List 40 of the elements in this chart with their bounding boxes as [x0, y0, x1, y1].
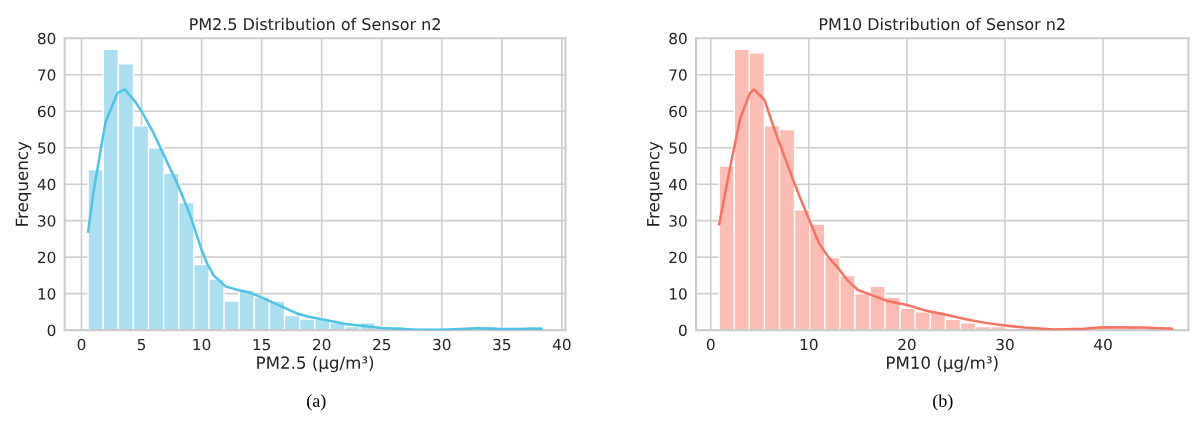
- x-tick-label: 30: [996, 338, 1014, 351]
- x-tick-label: 35: [493, 338, 511, 351]
- x-tick-label: 20: [313, 338, 331, 351]
- y-tick-label: 60: [669, 105, 687, 118]
- y-tick-label: 80: [37, 32, 56, 45]
- y-tick-label: 80: [669, 32, 687, 45]
- x-axis-title: PM2.5 (µg/m³): [257, 356, 374, 373]
- y-axis-title: Frequency: [15, 141, 32, 226]
- x-tick-label: 10: [193, 338, 211, 351]
- y-tick-label: 0: [678, 324, 687, 337]
- y-tick-label: 0: [47, 324, 56, 337]
- x-tick-label: 40: [552, 338, 571, 351]
- text: (b): [933, 394, 953, 411]
- y-tick-label: 20: [38, 251, 56, 264]
- x-tick-label: 10: [800, 338, 818, 351]
- y-axis-title: Frequency: [647, 141, 663, 226]
- y-tick-label: 30: [38, 215, 56, 227]
- x-tick-label: 40: [1094, 338, 1112, 351]
- y-tick-label: 40: [669, 178, 687, 191]
- y-tick-label: 10: [669, 288, 687, 300]
- text: (a): [307, 394, 326, 411]
- y-tick-label: 50: [38, 142, 56, 154]
- y-tick-label: 60: [37, 105, 56, 118]
- x-tick-label: 15: [253, 338, 271, 351]
- x-axis-title: PM10 (µg/m³): [887, 356, 998, 373]
- y-tick-label: 30: [669, 215, 687, 227]
- y-tick-label: 20: [669, 251, 687, 264]
- chart-title: PM2.5 Distribution of Sensor n2: [190, 17, 440, 31]
- y-tick-label: 70: [38, 69, 56, 81]
- x-tick-label: 0: [706, 338, 715, 351]
- y-tick-label: 50: [669, 142, 687, 154]
- chart-title: PM10 Distribution of Sensor n2: [819, 17, 1065, 31]
- x-tick-label: 20: [898, 338, 916, 351]
- y-tick-label: 10: [38, 288, 56, 300]
- y-tick-label: 40: [37, 178, 56, 191]
- x-tick-label: 25: [373, 338, 391, 351]
- x-tick-label: 30: [433, 338, 451, 351]
- x-tick-label: 0: [77, 338, 86, 351]
- x-tick-label: 5: [137, 338, 146, 351]
- y-tick-label: 70: [669, 69, 687, 81]
